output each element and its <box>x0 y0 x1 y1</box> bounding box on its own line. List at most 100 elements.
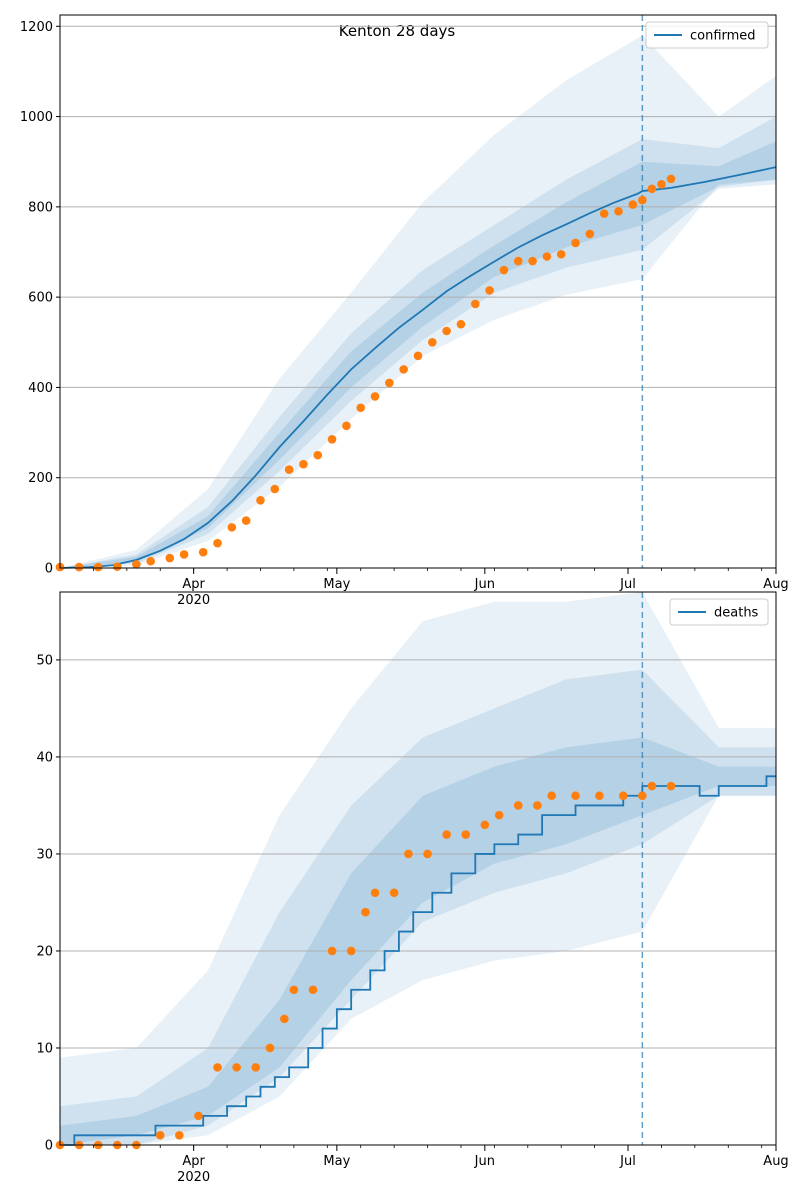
observed-point <box>194 1111 203 1121</box>
observed-point <box>571 791 580 801</box>
x-tick-label: May <box>323 1154 350 1169</box>
observed-point <box>666 781 676 791</box>
model-line-deaths <box>60 775 776 1146</box>
band-outer <box>60 35 776 569</box>
observed-point <box>308 985 318 995</box>
observed-point <box>251 1063 261 1072</box>
observed-point <box>666 174 676 184</box>
observed-point <box>499 265 509 275</box>
y-tick-label: 20 <box>36 944 53 959</box>
observed-point <box>265 1043 275 1053</box>
observed-point <box>284 465 294 474</box>
band-middle <box>60 116 776 569</box>
observed-point <box>327 435 337 444</box>
x-tick-label: 2020 <box>177 1170 210 1185</box>
observed-point <box>370 888 380 898</box>
observed-point <box>112 562 122 571</box>
y-tick-label: 1000 <box>20 110 53 125</box>
y-tick-label: 800 <box>28 200 53 215</box>
observed-point <box>213 1063 222 1072</box>
observed-point <box>595 791 604 801</box>
observed-point <box>618 791 628 801</box>
observed-point <box>442 326 451 336</box>
observed-point <box>299 459 308 469</box>
observed-point <box>528 256 537 266</box>
observed-point <box>179 550 189 559</box>
x-tick-label: May <box>323 577 350 592</box>
observed-point <box>599 209 609 218</box>
observed-point <box>513 801 523 810</box>
observed-point <box>270 484 280 494</box>
observed-point <box>547 791 556 801</box>
y-tick-label: 50 <box>36 653 53 668</box>
chart-title: Kenton 28 days <box>339 22 456 40</box>
observed-point <box>370 392 380 401</box>
y-tick-label: 0 <box>45 562 53 577</box>
observed-point <box>628 200 638 209</box>
observed-point <box>485 286 494 295</box>
y-tick-label: 40 <box>36 750 53 765</box>
axes-frame <box>59 591 777 1146</box>
observed-point <box>533 801 542 810</box>
observed-point <box>442 830 451 839</box>
observed-point <box>313 450 323 460</box>
legend-box <box>669 598 769 626</box>
x-tick-label: Apr <box>182 577 205 592</box>
x-tick-label: Jun <box>474 577 495 592</box>
observed-point <box>132 560 141 569</box>
observed-point <box>356 403 366 413</box>
observed-point <box>399 365 408 374</box>
x-tick-label: Aug <box>763 577 788 592</box>
y-tick-label: 10 <box>36 1041 53 1056</box>
observed-point <box>404 849 413 859</box>
y-tick-label: 600 <box>28 291 53 306</box>
observed-point <box>327 946 337 956</box>
observed-point <box>585 229 595 239</box>
observed-point <box>165 553 175 563</box>
y-tick-label: 30 <box>36 847 53 862</box>
observed-point <box>428 337 437 347</box>
observed-point <box>175 1130 184 1140</box>
observed-point <box>423 849 432 859</box>
y-tick-label: 400 <box>28 381 53 396</box>
observed-point <box>227 523 237 532</box>
observed-point <box>456 319 466 329</box>
x-tick-label: 2020 <box>177 593 210 608</box>
x-tick-label: Jul <box>619 577 636 592</box>
observed-point <box>342 421 351 431</box>
observed-point <box>198 547 208 557</box>
observed-point <box>614 207 623 216</box>
legend-label: deaths <box>714 606 759 621</box>
observed-point <box>647 781 657 791</box>
observed-point <box>280 1014 289 1024</box>
observed-point <box>146 556 155 566</box>
observed-point <box>256 495 265 505</box>
y-tick-label: 0 <box>45 1139 53 1154</box>
observed-point <box>413 351 423 361</box>
observed-point <box>389 888 399 898</box>
y-tick-label: 1200 <box>20 20 53 35</box>
observed-point <box>657 179 666 189</box>
observed-point <box>571 238 580 248</box>
observed-point <box>470 299 480 309</box>
observed-point <box>647 184 657 194</box>
observed-point <box>513 256 523 266</box>
observed-point <box>638 195 647 205</box>
y-tick-label: 200 <box>28 471 53 486</box>
observed-point <box>93 562 103 572</box>
observed-point <box>385 378 394 388</box>
x-tick-label: Aug <box>763 1154 788 1169</box>
x-tick-label: Jul <box>619 1154 636 1169</box>
axes-frame <box>59 14 777 569</box>
observed-point <box>542 252 552 261</box>
observed-point <box>289 985 299 995</box>
x-tick-label: Jun <box>474 1154 495 1169</box>
legend-label: confirmed <box>690 29 756 44</box>
observed-point <box>638 791 647 801</box>
observed-point <box>213 538 222 548</box>
legend-box <box>645 21 769 49</box>
observed-point <box>232 1063 241 1072</box>
